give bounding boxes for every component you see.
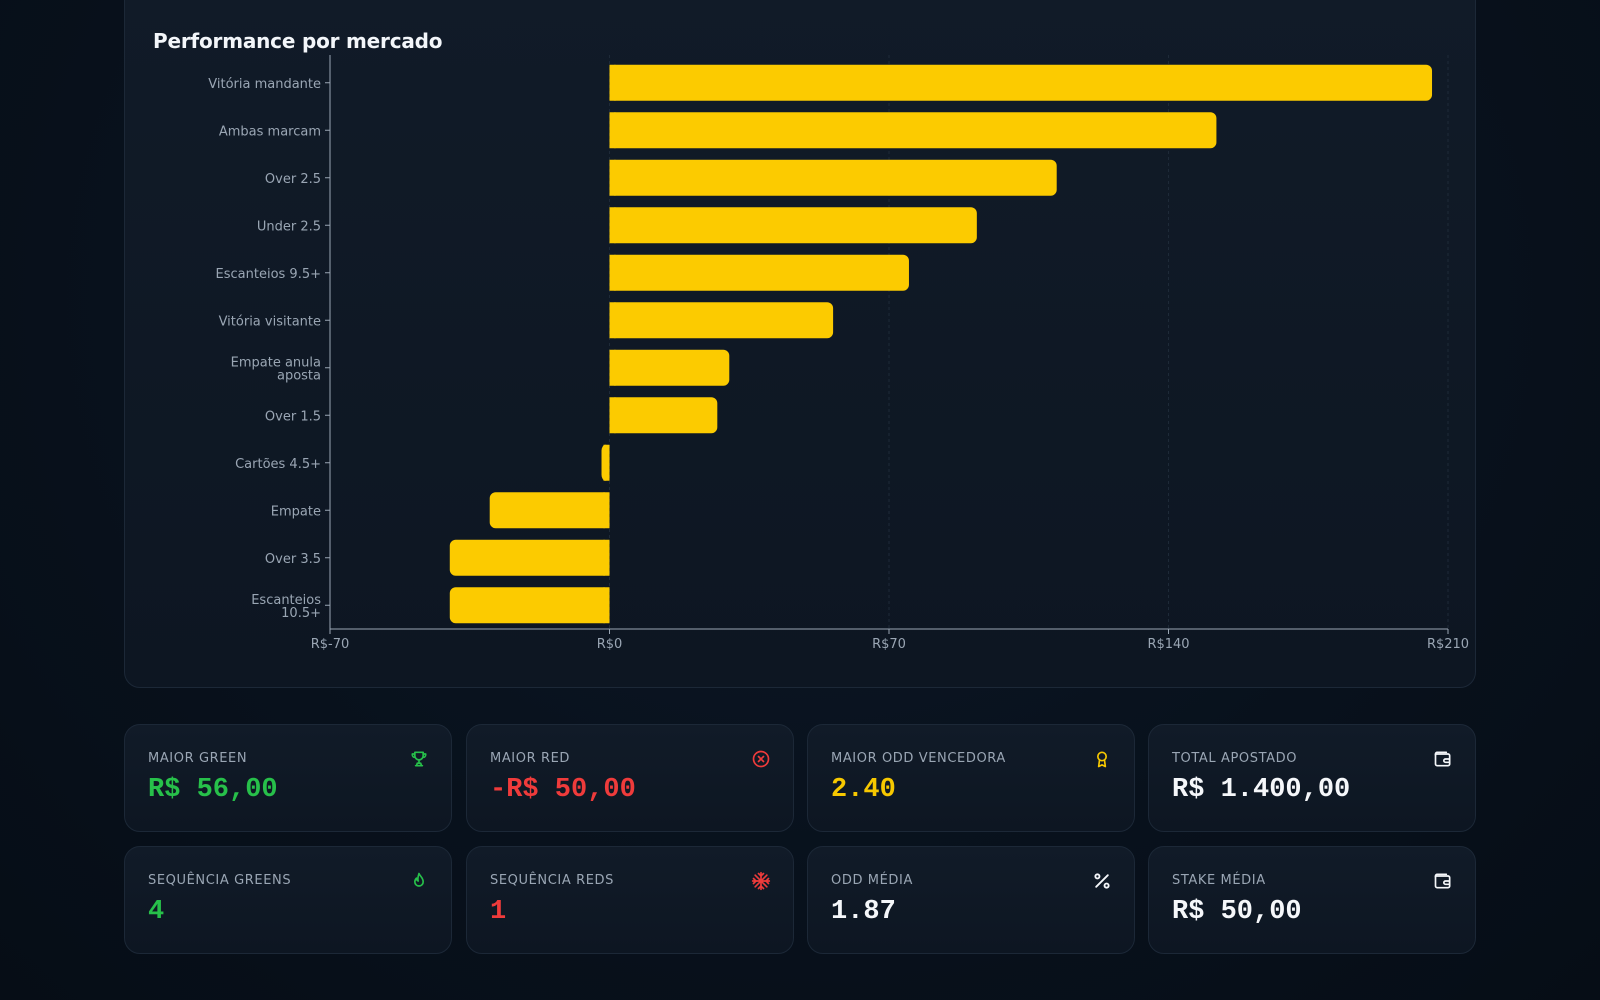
bar: [609, 254, 909, 291]
x-tick-label: R$0: [597, 637, 623, 652]
bar: [609, 302, 834, 339]
x-tick-label: R$70: [872, 637, 906, 652]
category-label: Vitória visitante: [219, 314, 321, 329]
category-label: Escanteios 9.5+: [216, 267, 321, 282]
stat-card-total-apostado: TOTAL APOSTADO R$ 1.400,00: [1148, 724, 1476, 832]
stat-value: R$ 1.400,00: [1172, 775, 1351, 805]
bar-edge: [603, 444, 610, 481]
bar-edge: [609, 64, 616, 101]
stat-value: 1: [490, 897, 507, 927]
stat-label: STAKE MÉDIA: [1172, 873, 1266, 888]
bar: [609, 64, 1433, 101]
bar: [609, 207, 977, 244]
bar-edge: [609, 159, 616, 196]
stat-label: MAIOR RED: [490, 751, 570, 766]
bar-edge: [603, 539, 610, 576]
stat-card-stake-media: STAKE MÉDIA R$ 50,00: [1148, 846, 1476, 954]
stat-label: SEQUÊNCIA REDS: [490, 873, 614, 888]
stat-value: R$ 50,00: [1172, 897, 1302, 927]
wallet-icon: [1434, 751, 1451, 767]
category-label: Empate anula aposta: [231, 355, 321, 383]
bar: [609, 159, 1057, 196]
bar-edge: [609, 254, 616, 291]
stat-card-sequencia-reds: SEQUÊNCIA REDS 1: [466, 846, 794, 954]
trophy-icon: [411, 751, 427, 767]
award-icon: [1097, 751, 1107, 768]
snowflake-icon: [751, 871, 771, 891]
category-label: Vitória mandante: [208, 77, 321, 92]
bar-edge: [609, 349, 616, 386]
category-label: Ambas marcam: [219, 124, 321, 139]
category-label: Escanteios 10.5+: [251, 593, 321, 621]
performance-bar-chart: Vitória mandante Ambas marcam Over 2.5 Unde…: [208, 55, 1469, 652]
x-tick-label: R$140: [1147, 637, 1189, 652]
stat-value: 1.87: [831, 897, 896, 927]
category-label: Empate: [271, 504, 321, 519]
bar-edge: [609, 207, 616, 244]
stat-label: SEQUÊNCIA GREENS: [148, 873, 292, 888]
category-label: Cartões 4.5+: [235, 457, 321, 472]
category-label: Over 1.5: [265, 409, 321, 424]
bar-edge: [609, 302, 616, 339]
bar: [609, 349, 730, 386]
stat-value: 4: [148, 897, 165, 927]
bar-edge: [603, 587, 610, 624]
wallet-icon: [1434, 873, 1451, 889]
category-label: Over 3.5: [265, 552, 321, 567]
stat-value: -R$ 50,00: [490, 775, 636, 805]
stat-card-sequencia-greens: SEQUÊNCIA GREENS 4: [124, 846, 452, 954]
bar-edge: [609, 397, 616, 434]
chart-title: Performance por mercado: [153, 29, 443, 53]
x-circle-icon: [752, 750, 770, 768]
stat-card-maior-green: MAIOR GREEN R$ 56,00: [124, 724, 452, 832]
category-label: Under 2.5: [257, 219, 321, 234]
stat-label: MAIOR GREEN: [148, 751, 248, 766]
bar: [449, 539, 610, 576]
flame-icon: [414, 872, 424, 887]
stat-label: TOTAL APOSTADO: [1172, 751, 1298, 766]
percent-icon: [1094, 873, 1110, 889]
stat-value: 2.40: [831, 775, 896, 805]
bar-edge: [609, 112, 616, 149]
chart-panel: Performance por mercado Vitória mandante…: [124, 0, 1476, 688]
bar: [489, 492, 610, 529]
bar: [449, 587, 610, 624]
stat-card-maior-odd-vencedora: MAIOR ODD VENCEDORA 2.40: [807, 724, 1135, 832]
stat-card-odd-media: ODD MÉDIA 1.87: [807, 846, 1135, 954]
stat-label: ODD MÉDIA: [831, 873, 913, 888]
stat-value: R$ 56,00: [148, 775, 278, 805]
stat-card-maior-red: MAIOR RED -R$ 50,00: [466, 724, 794, 832]
bar: [609, 112, 1217, 149]
stat-label: MAIOR ODD VENCEDORA: [831, 751, 1006, 766]
category-label: Over 2.5: [265, 172, 321, 187]
bar-edge: [603, 492, 610, 529]
x-tick-label: R$-70: [311, 637, 350, 652]
bar: [609, 397, 718, 434]
x-tick-label: R$210: [1427, 637, 1469, 652]
